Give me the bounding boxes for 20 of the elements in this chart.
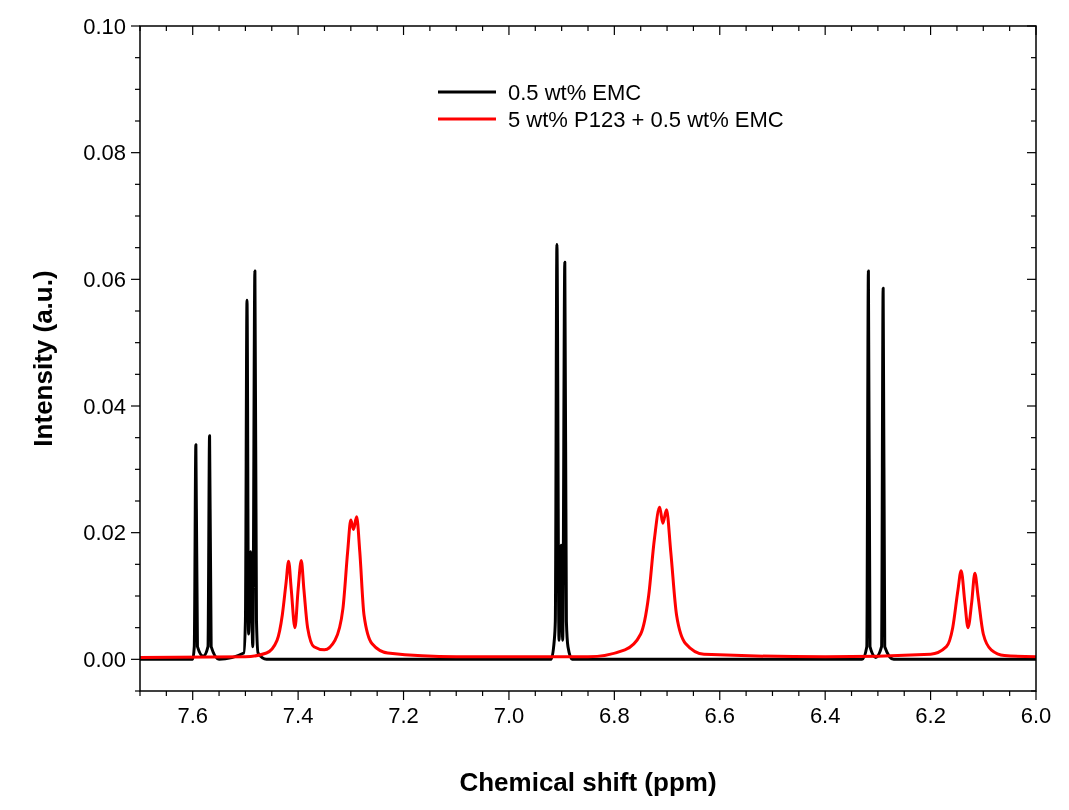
x-tick-label: 6.0 bbox=[1020, 703, 1052, 728]
y-tick-label: 0.02 bbox=[83, 520, 126, 546]
x-axis-title: Chemical shift (ppm) bbox=[459, 767, 717, 797]
y-tick-label: 0.06 bbox=[83, 267, 126, 293]
x-tick-label: 7.0 bbox=[493, 703, 525, 728]
x-tick-label: 6.6 bbox=[704, 703, 736, 728]
x-tick-label: 7.6 bbox=[177, 703, 208, 728]
x-tick-label: 6.8 bbox=[599, 703, 630, 728]
legend-label: 5 wt% P123 + 0.5 wt% EMC bbox=[508, 106, 784, 132]
legend-label: 0.5 wt% EMC bbox=[508, 79, 642, 105]
y-tick-label: 0.04 bbox=[83, 393, 126, 419]
y-axis-title: Intensity (a.u.) bbox=[28, 270, 58, 447]
x-tick-label: 7.4 bbox=[282, 703, 314, 728]
y-tick-label: 0.10 bbox=[83, 13, 126, 39]
y-tick-label: 0.00 bbox=[83, 647, 126, 673]
y-tick-label: 0.08 bbox=[83, 140, 126, 166]
line-series bbox=[140, 505, 1036, 659]
x-tick-label: 6.2 bbox=[915, 703, 946, 728]
x-tick-label: 6.4 bbox=[809, 703, 841, 728]
x-tick-label: 7.2 bbox=[388, 703, 419, 728]
